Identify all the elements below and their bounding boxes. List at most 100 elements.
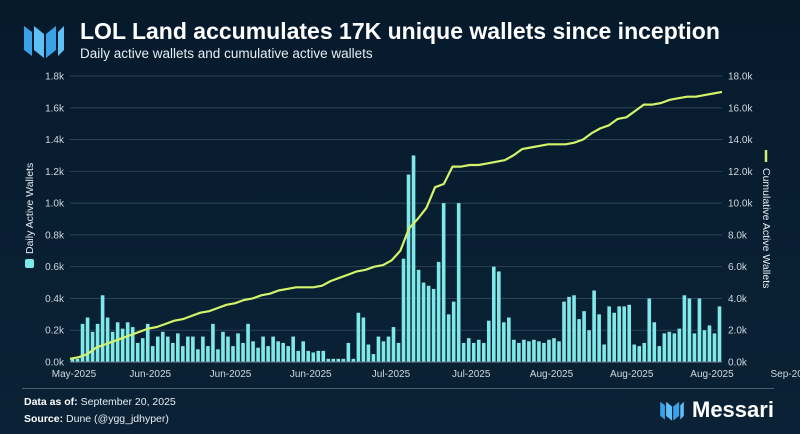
cumulative-line <box>69 90 723 360</box>
bar <box>125 322 130 362</box>
bar <box>396 342 401 362</box>
y-axis-title-left: Daily Active Wallets <box>24 163 36 268</box>
bar <box>436 261 441 362</box>
bar <box>486 320 491 362</box>
y-tick-label: 0.4k <box>45 294 65 305</box>
bar <box>331 358 336 362</box>
bar <box>406 174 411 362</box>
x-tick-label: Jul-2025 <box>372 369 411 380</box>
bar <box>441 203 446 362</box>
bar <box>682 295 687 362</box>
y-tick-label: 0.2k <box>45 326 65 337</box>
bar <box>677 328 682 362</box>
bar <box>627 304 632 362</box>
x-tick-label: Jun-2025 <box>210 369 252 380</box>
bar <box>426 285 431 362</box>
bar <box>281 342 285 362</box>
y2-tick-label: 6.0k <box>728 262 748 273</box>
bar <box>276 341 280 362</box>
bar <box>592 290 596 362</box>
bar <box>401 258 406 362</box>
bar <box>301 341 306 362</box>
y2-tick-label: 0.0k <box>728 358 748 369</box>
bar <box>481 342 486 362</box>
bar <box>612 312 616 362</box>
bar <box>181 346 185 362</box>
x-axis: May-2025 Jun-2025 Jun-2025 Jun-2025 Jul-2025… <box>52 361 800 380</box>
bar <box>236 333 240 362</box>
x-tick-label: May-2025 <box>52 369 97 380</box>
bar <box>652 322 657 362</box>
bar <box>115 322 120 362</box>
bar <box>191 336 195 362</box>
bar <box>160 331 165 362</box>
bar <box>672 333 677 362</box>
data-as-of: Data as of: September 20, 2025 <box>24 396 176 408</box>
data-as-of-label: Data as of: <box>24 396 78 408</box>
bar <box>607 306 611 362</box>
bar <box>346 342 351 362</box>
y2-tick-label: 16.0k <box>728 103 753 114</box>
bar <box>150 346 155 362</box>
bar <box>497 271 501 362</box>
x-tick-label: Aug-2025 <box>690 369 734 380</box>
x-tick-label: Jun-2025 <box>290 369 332 380</box>
bar <box>261 336 265 362</box>
bar <box>577 319 581 362</box>
bar <box>456 203 461 362</box>
bar <box>336 358 341 362</box>
bar <box>326 358 331 362</box>
bar <box>105 317 110 362</box>
messari-brand-icon <box>660 401 684 421</box>
bar <box>667 331 672 362</box>
bar <box>552 338 556 362</box>
bar <box>286 346 290 362</box>
bar <box>617 306 621 362</box>
bar <box>266 346 270 362</box>
bar <box>451 301 456 362</box>
bar <box>416 269 421 362</box>
bar <box>145 323 150 362</box>
x-tick-label: Jun-2025 <box>129 369 171 380</box>
bar <box>306 350 311 362</box>
bar <box>491 266 496 362</box>
data-as-of-value: September 20, 2025 <box>80 396 176 408</box>
bar <box>572 295 576 362</box>
bar <box>542 342 546 362</box>
bar <box>632 344 637 362</box>
brand: Messari <box>658 397 774 423</box>
bar <box>476 339 481 362</box>
y-axis-title-right: Cumulative Active Wallets <box>760 150 772 288</box>
bar <box>256 347 260 362</box>
chart-canvas: 0.0k 0.2k 0.4k 0.6k 0.8k 1.0k 1.2k 1.4k 1.6k 1.8k… <box>24 72 800 381</box>
bar <box>271 336 275 362</box>
bar <box>85 317 90 362</box>
bar <box>557 341 561 362</box>
bar <box>647 298 652 362</box>
y-tick-label: 0.6k <box>45 262 65 273</box>
bar <box>316 350 321 362</box>
bar <box>421 282 426 362</box>
bar <box>642 342 647 362</box>
bar <box>587 330 591 362</box>
bar <box>356 312 361 362</box>
bar <box>657 346 662 362</box>
chart-subtitle: Daily active wallets and cumulative acti… <box>80 46 373 61</box>
bar <box>211 323 215 362</box>
bar <box>75 358 80 362</box>
y-tick-label: 1.6k <box>45 103 65 114</box>
bar <box>231 346 235 362</box>
bar <box>537 341 541 362</box>
bar <box>216 349 220 362</box>
bar <box>130 327 135 362</box>
y-tick-label: 1.2k <box>45 167 65 178</box>
bar <box>461 342 466 362</box>
bar <box>522 339 526 362</box>
bar <box>291 336 295 362</box>
y2-tick-label: 10.0k <box>728 199 753 210</box>
bar <box>361 317 366 362</box>
y2-tick-label: 2.0k <box>728 326 748 337</box>
bar <box>622 306 627 362</box>
bar <box>120 328 125 362</box>
messari-logo-icon <box>24 26 64 58</box>
